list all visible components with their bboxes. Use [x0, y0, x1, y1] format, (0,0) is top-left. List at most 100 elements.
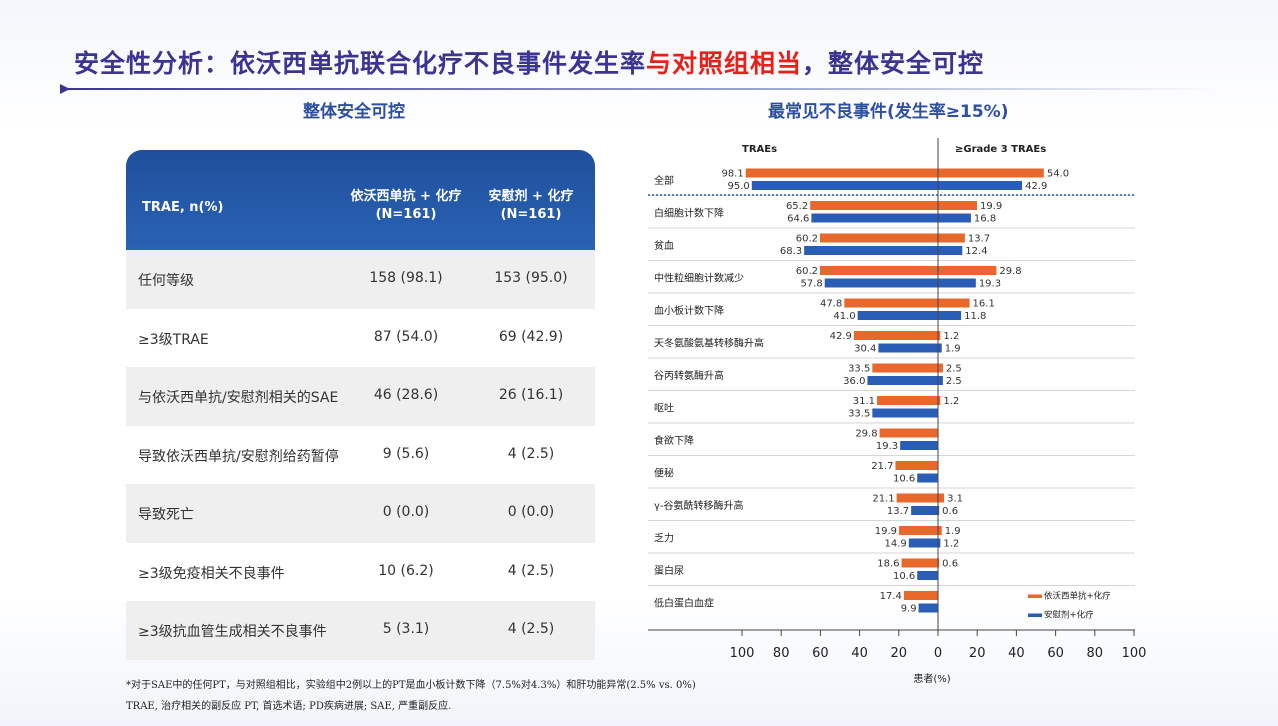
trae-value-label: 21.1 — [872, 494, 894, 505]
trae-bar — [917, 571, 938, 580]
trae-value-label: 13.7 — [887, 506, 909, 517]
row-value-ivonescimab: 10 (6.2) — [378, 562, 434, 579]
grade3-bar — [938, 493, 945, 503]
category-label: 白细胞计数下降 — [654, 207, 724, 220]
row-value-placebo: 69 (42.9) — [498, 328, 564, 345]
title-main: 安全性分析：依沃西单抗联合化疗不良事件发生率 — [74, 49, 647, 78]
trae-bar — [872, 363, 938, 373]
header-col2-line1: 依沃西单抗 + 化疗 — [350, 189, 462, 204]
trae-bar — [853, 331, 938, 340]
grade3-value-label: 1.9 — [945, 344, 961, 355]
grade3-value-label: 1.2 — [943, 539, 959, 550]
row-value-ivonescimab: 46 (28.6) — [373, 387, 439, 403]
grade3-bar — [938, 298, 970, 308]
grade3-bar — [938, 538, 941, 548]
trae-value-label: 17.4 — [880, 591, 902, 602]
x-tick-label: 100 — [730, 646, 755, 661]
row-label: ≥3级抗血管生成相关不良事件 — [138, 624, 327, 640]
row-value-placebo: 0 (0.0) — [507, 504, 555, 520]
trae-value-label: 10.6 — [893, 571, 915, 582]
table-subtitle: 整体安全可控 — [303, 102, 405, 122]
grade3-bar — [938, 278, 976, 288]
table-row: ≥3级免疫相关不良事件 10 (6.2) 4 (2.5) — [126, 543, 595, 602]
grade3-bar — [938, 331, 941, 340]
grade3-value-label: 42.9 — [1025, 181, 1047, 192]
trae-bar — [857, 311, 938, 320]
trae-value-label: 57.8 — [800, 279, 822, 290]
table-row: ≥3级抗血管生成相关不良事件 5 (3.1) 4 (2.5) — [126, 601, 595, 660]
trae-bar — [917, 473, 938, 483]
header-col-ivonescimab: 依沃西单抗 + 化疗 (N=161) — [341, 188, 471, 224]
x-tick-label: 20 — [969, 646, 986, 661]
grade3-bar — [938, 213, 971, 223]
grade3-value-label: 2.5 — [946, 376, 962, 387]
trae-bar — [877, 396, 938, 405]
trae-value-label: 31.1 — [853, 396, 875, 407]
table-row: 与依沃西单抗/安慰剂相关的SAE 46 (28.6) 26 (16.1) — [126, 367, 595, 426]
row-value-ivonescimab: 9 (5.6) — [382, 445, 430, 462]
trae-bar — [810, 201, 938, 210]
grade3-value-label: 3.1 — [947, 494, 963, 505]
category-label: 血小板计数下降 — [654, 304, 724, 317]
x-tick-label: 40 — [851, 646, 868, 661]
grade3-bar — [938, 363, 943, 373]
legend-swatch — [1028, 594, 1042, 598]
x-tick-label: 40 — [1008, 646, 1025, 661]
category-label: 全部 — [654, 174, 674, 187]
trae-value-label: 10.6 — [893, 474, 915, 485]
trae-bar — [895, 461, 938, 470]
trae-bar — [911, 506, 938, 515]
right-panel-header: ≥Grade 3 TRAEs — [955, 144, 1046, 155]
trae-table: TRAE, n(%) 依沃西单抗 + 化疗 (N=161) 安慰剂 + 化疗 (N=… — [126, 150, 595, 660]
trae-value-label: 30.4 — [854, 344, 876, 355]
trae-bar — [918, 603, 938, 613]
trae-bar — [820, 233, 938, 243]
grade3-bar — [938, 266, 997, 275]
header-col3-line2: (N=161) — [500, 207, 562, 222]
trae-bar — [903, 591, 938, 600]
x-tick-label: 20 — [891, 646, 908, 661]
grade3-bar — [938, 201, 978, 210]
trae-value-label: 18.6 — [877, 559, 899, 570]
trae-value-label: 68.3 — [780, 246, 802, 257]
grade3-bar — [938, 246, 963, 255]
grade3-bar — [938, 526, 942, 535]
grade3-value-label: 0.6 — [942, 506, 958, 517]
grade3-value-label: 1.9 — [945, 526, 961, 537]
title-rule-marker — [60, 84, 70, 94]
trae-bar — [751, 181, 938, 190]
trae-bar — [820, 266, 938, 275]
row-value-ivonescimab: 87 (54.0) — [373, 328, 439, 345]
grade3-bar — [938, 506, 940, 515]
category-label: 低白蛋白血症 — [654, 597, 714, 610]
trae-bar — [908, 538, 938, 548]
grade3-bar — [938, 168, 1044, 178]
row-value-placebo: 153 (95.0) — [494, 270, 568, 286]
grade3-value-label: 0.6 — [942, 559, 958, 570]
x-tick-label: 60 — [1047, 646, 1064, 661]
grade3-value-label: 2.5 — [946, 364, 962, 375]
x-tick-label: 80 — [773, 646, 790, 661]
trae-bar — [896, 493, 938, 503]
trae-value-label: 41.0 — [833, 311, 855, 322]
title-tail: ，整体安全可控 — [802, 49, 985, 78]
table-row: 导致死亡 0 (0.0) 0 (0.0) — [126, 484, 595, 543]
trae-bar — [879, 428, 938, 438]
trae-value-label: 14.9 — [885, 539, 907, 550]
chart-title: 最常见不良事件(发生率≥15%) — [768, 102, 1009, 122]
grade3-bar — [938, 558, 940, 568]
category-label: 乏力 — [654, 532, 674, 545]
table-header: TRAE, n(%) 依沃西单抗 + 化疗 (N=161) 安慰剂 + 化疗 (N=… — [126, 150, 595, 250]
trae-bar — [898, 526, 938, 535]
x-tick-label: 80 — [1087, 646, 1104, 661]
trae-value-label: 29.8 — [855, 429, 877, 440]
trae-bar — [878, 343, 938, 353]
left-panel-header: TRAEs — [742, 144, 777, 155]
trae-bar — [811, 213, 938, 223]
grade3-bar — [938, 311, 962, 320]
trae-bar — [745, 168, 938, 178]
trae-bar — [867, 376, 938, 385]
row-value-placebo: 26 (16.1) — [498, 387, 564, 403]
category-label: 便秘 — [654, 467, 674, 480]
